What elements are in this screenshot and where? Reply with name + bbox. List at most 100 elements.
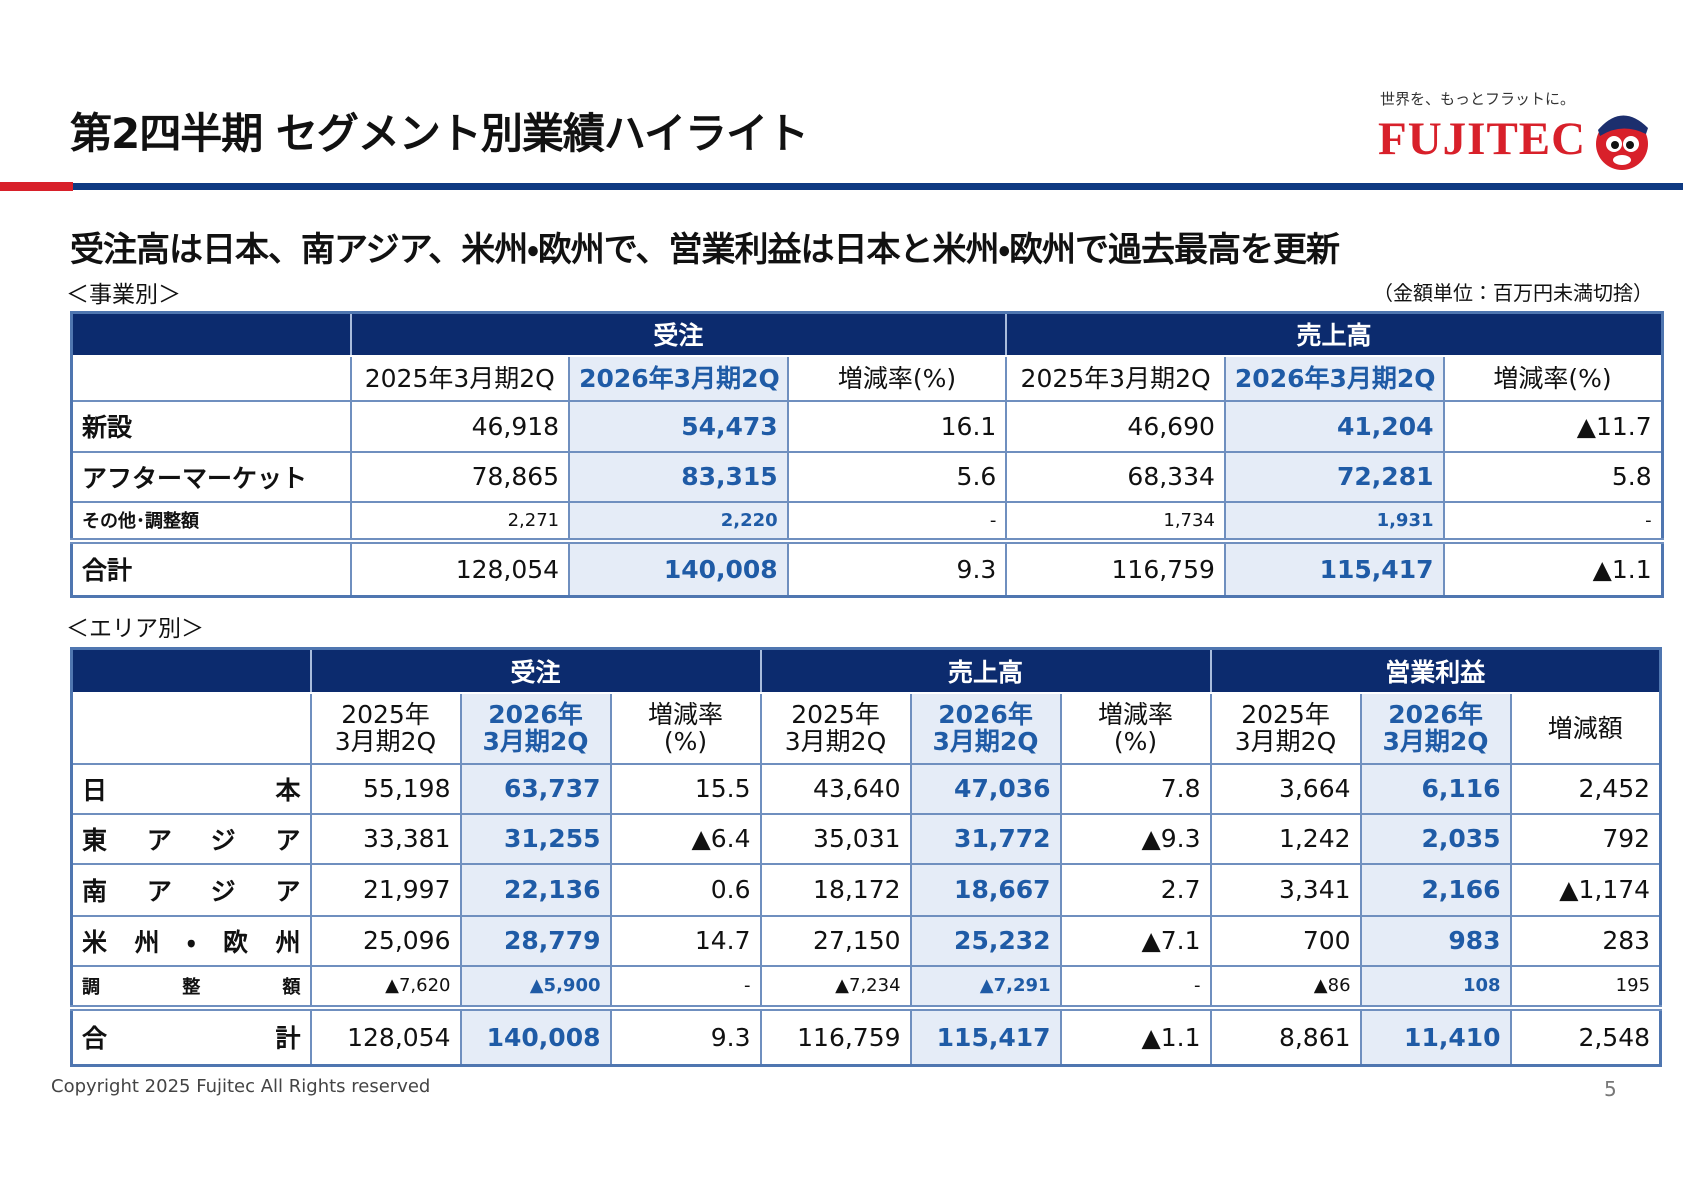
header-line: (%) <box>1113 727 1158 756</box>
cell: 2,166 <box>1359 862 1512 917</box>
row-label: 日本 <box>70 762 312 815</box>
cell: - <box>1059 964 1212 1009</box>
row-label: 合計 <box>70 537 352 598</box>
cell: 16.1 <box>786 399 1008 453</box>
data-row: 新設 46,918 54,473 16.1 46,690 41,204 ▲11.7 <box>70 399 1664 453</box>
cell: ▲7,620 <box>309 964 462 1009</box>
row-label-text: 合計 <box>82 1024 301 1054</box>
column-header: 増減率(%) <box>1059 691 1212 765</box>
row-label: 米州・欧州 <box>70 914 312 967</box>
cell: 47,036 <box>909 762 1062 815</box>
group-header: 受注 <box>309 647 762 694</box>
section-label: ＜エリア別＞ <box>66 616 204 642</box>
rule-bar <box>73 183 1683 190</box>
cell: 5.8 <box>1442 450 1664 503</box>
corner-cell <box>70 354 352 402</box>
header-line: 増減率 <box>1098 700 1174 729</box>
cell: 0.6 <box>609 862 762 917</box>
cell: 14.7 <box>609 914 762 967</box>
cell: 25,232 <box>909 914 1062 967</box>
cell: 700 <box>1209 914 1362 967</box>
mascot <box>1596 115 1648 170</box>
cell: 140,008 <box>568 537 789 598</box>
column-header: 2026年3月期2Q <box>1223 354 1445 402</box>
cell: 72,281 <box>1223 450 1445 503</box>
header-line: 2026年 <box>488 700 583 729</box>
data-row: 米州・欧州 25,096 28,779 14.7 27,150 25,232 ▲7.1 700… <box>70 914 1662 967</box>
cell: 68,334 <box>1005 450 1226 503</box>
cell: 35,031 <box>759 812 912 865</box>
column-header: 増減額 <box>1509 691 1662 765</box>
header-line: 2025年 <box>341 700 430 729</box>
cell: 46,690 <box>1005 399 1226 453</box>
header-line: 3月期2Q <box>932 727 1039 756</box>
cell: ▲9.3 <box>1059 812 1212 865</box>
corner-cell <box>70 691 312 765</box>
column-header: 増減率(%) <box>1442 354 1664 402</box>
row-label: 東アジア <box>70 812 312 865</box>
cell: 2,271 <box>349 500 571 542</box>
cell: 18,667 <box>909 862 1062 917</box>
cell: ▲7,234 <box>759 964 912 1009</box>
row-label-text: 日本 <box>82 775 301 805</box>
cell: 18,172 <box>759 862 912 917</box>
row-label: その他･調整額 <box>70 500 352 542</box>
corner-cell <box>70 647 312 694</box>
business-table: 受注 売上高 2025年3月期2Q 2026年3月期2Q 増減率(%) 2025年3月期2… <box>70 311 1664 598</box>
group-row: 受注 売上高 営業利益 <box>70 647 1662 694</box>
cell: 9.3 <box>609 1004 762 1067</box>
header-line: 3月期2Q <box>1234 727 1337 756</box>
subtitle: 受注高は日本、南アジア、米州・欧州で、営業利益は日本と米州・欧州で過去最高を更新 <box>70 230 1340 270</box>
data-row: 東アジア 33,381 31,255 ▲6.4 35,031 31,772 ▲9.3 1,24… <box>70 812 1662 865</box>
cell: 2,452 <box>1509 762 1662 815</box>
cell: 83,315 <box>568 450 789 503</box>
row-label-text: 南アジア <box>82 876 301 906</box>
row-label: 南アジア <box>70 862 312 917</box>
cell: 33,381 <box>309 812 462 865</box>
logo: FUJITEC <box>1378 113 1587 165</box>
cell: 1,734 <box>1005 500 1226 542</box>
cell: 9.3 <box>786 537 1008 598</box>
header-line: 3月期2Q <box>1382 727 1489 756</box>
cell: 43,640 <box>759 762 912 815</box>
header-line: 2026年 <box>1388 700 1483 729</box>
cell: - <box>609 964 762 1009</box>
cell: 11,410 <box>1359 1004 1512 1067</box>
cell: 78,865 <box>349 450 571 503</box>
cell: 2,548 <box>1509 1004 1662 1067</box>
data-row: その他･調整額 2,271 2,220-1,734 1,931- <box>70 500 1664 542</box>
cell: ▲1.1 <box>1059 1004 1212 1067</box>
cell: 2.7 <box>1059 862 1212 917</box>
cell: 3,341 <box>1209 862 1362 917</box>
header-line: 3月期2Q <box>784 727 887 756</box>
row-label: 調整額 <box>70 964 312 1009</box>
cell: 63,737 <box>459 762 612 815</box>
group-header: 営業利益 <box>1209 647 1662 694</box>
cell: ▲1.1 <box>1442 537 1664 598</box>
cell: 7.8 <box>1059 762 1212 815</box>
column-header: 増減率(%) <box>786 354 1008 402</box>
title: 第2四半期 セグメント別業績ハイライト <box>70 109 809 158</box>
header-line: 3月期2Q <box>334 727 437 756</box>
cell: 28,779 <box>459 914 612 967</box>
cell: 3,664 <box>1209 762 1362 815</box>
section-label: ＜事業別＞ <box>66 282 181 308</box>
cell: 25,096 <box>309 914 462 967</box>
header-line: 増減率 <box>648 700 724 729</box>
row-label: アフターマーケット <box>70 450 352 503</box>
column-header: 増減率(%) <box>609 691 762 765</box>
cell: 27,150 <box>759 914 912 967</box>
cell: ▲5,900 <box>459 964 612 1009</box>
cell: 41,204 <box>1223 399 1445 453</box>
cell: 108 <box>1359 964 1512 1009</box>
cell: - <box>1442 500 1664 542</box>
cell: ▲6.4 <box>609 812 762 865</box>
row-label: 合計 <box>70 1004 312 1067</box>
